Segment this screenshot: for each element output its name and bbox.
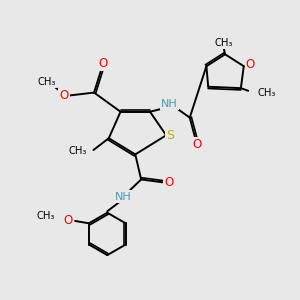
Text: CH₃: CH₃ bbox=[37, 211, 55, 221]
Text: CH₃: CH₃ bbox=[214, 38, 233, 48]
Text: CH₃: CH₃ bbox=[68, 146, 87, 157]
Text: O: O bbox=[64, 214, 73, 227]
Text: O: O bbox=[193, 139, 202, 152]
Text: NH: NH bbox=[115, 191, 132, 202]
Text: NH: NH bbox=[161, 99, 178, 110]
Text: S: S bbox=[167, 129, 175, 142]
Text: O: O bbox=[246, 58, 255, 71]
Text: CH₃: CH₃ bbox=[257, 88, 275, 98]
Text: CH₃: CH₃ bbox=[38, 77, 56, 87]
Text: O: O bbox=[164, 176, 173, 189]
Text: O: O bbox=[59, 89, 68, 102]
Text: O: O bbox=[98, 57, 107, 70]
